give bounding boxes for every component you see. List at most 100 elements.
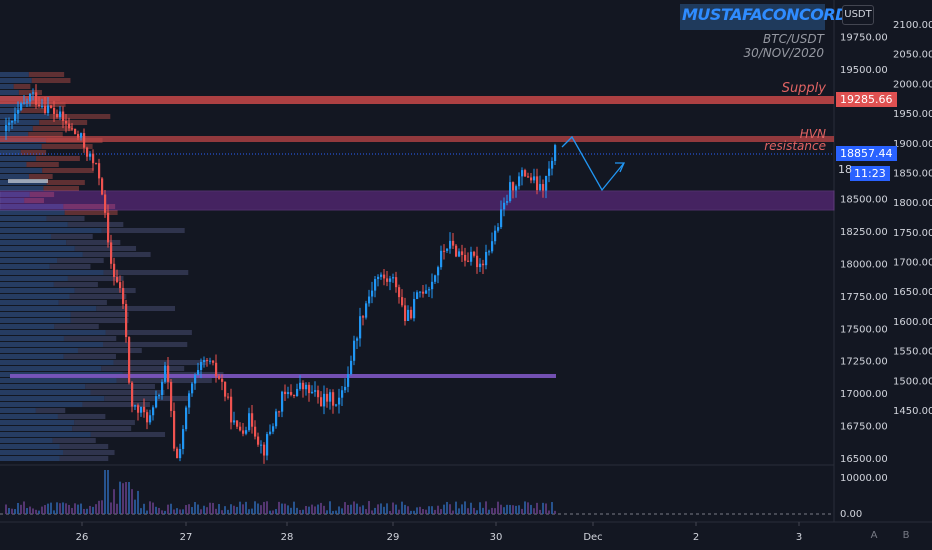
- volume-bar: [401, 501, 403, 514]
- candle-body: [248, 413, 251, 431]
- volume-bar: [311, 504, 313, 514]
- candle-body: [365, 303, 368, 318]
- supply-price-tag: 19285.66: [836, 92, 897, 107]
- candle-body: [287, 392, 290, 395]
- candle-body: [110, 242, 113, 264]
- candle-body: [452, 240, 455, 246]
- right-tick-label: 1600.00: [893, 317, 932, 328]
- volume-bar: [308, 506, 310, 514]
- candle-body: [152, 407, 155, 416]
- volume-bar: [218, 504, 220, 514]
- volume-bar: [425, 509, 427, 514]
- volume-bar: [242, 504, 244, 514]
- candle-body: [275, 411, 278, 427]
- profile-bar-sell: [31, 78, 71, 83]
- volume-bar: [23, 501, 25, 514]
- volume-bar: [458, 508, 460, 514]
- candle-body: [503, 202, 506, 210]
- volume-bar: [272, 510, 274, 514]
- volume-bar: [215, 508, 217, 514]
- candle-body: [281, 391, 284, 412]
- candle-body: [38, 104, 41, 107]
- time-axis: 26 27 28 29 30 Dec 2 3: [76, 522, 802, 543]
- candle-body: [17, 109, 20, 114]
- volume-bar: [476, 510, 478, 514]
- candle-body: [500, 209, 503, 228]
- right-tick-label: 2050.00: [893, 50, 932, 61]
- candle-body: [545, 175, 548, 191]
- volume-bar: [44, 505, 46, 514]
- right-tick-label: 1700.00: [893, 258, 932, 269]
- candle-body: [506, 201, 509, 203]
- candle-body: [416, 292, 419, 299]
- profile-bar-sell: [50, 234, 93, 239]
- volume-bar: [461, 504, 463, 514]
- volume-bar: [227, 509, 229, 514]
- profile-bar-sell: [105, 330, 192, 335]
- volume-bar: [338, 506, 340, 514]
- right-tick-label: 2100.00: [893, 20, 932, 31]
- candle-body: [554, 145, 557, 161]
- profile-bar-buy: [0, 408, 36, 413]
- candle-body: [458, 251, 461, 257]
- profile-bar-sell: [53, 282, 98, 287]
- right-tick-label: 1850.00: [893, 168, 932, 179]
- volume-bar: [239, 501, 241, 514]
- volume-bar: [86, 508, 88, 514]
- candle-body: [254, 426, 257, 437]
- volume-bar: [368, 501, 370, 514]
- volume-bar: [245, 501, 247, 514]
- candle-body: [335, 404, 338, 406]
- auto-scale-button[interactable]: A: [870, 530, 878, 541]
- profile-bar-sell: [62, 450, 115, 455]
- current-price-tag: 18857.44: [836, 146, 897, 161]
- candle-body: [410, 309, 413, 319]
- candle-body: [257, 436, 260, 445]
- profile-bar-buy: [0, 102, 30, 107]
- volume-bar: [542, 502, 544, 514]
- candle-body: [518, 176, 521, 187]
- volume-bar: [404, 504, 406, 514]
- candle-body: [362, 316, 365, 318]
- volume-bar: [377, 504, 379, 514]
- candle-body: [347, 374, 350, 387]
- volume-bar: [527, 502, 529, 514]
- candle-body: [527, 176, 530, 178]
- candle-body: [332, 392, 335, 406]
- volume-bar: [254, 501, 256, 514]
- volume-bar: [293, 501, 295, 514]
- volume-bar: [446, 501, 448, 514]
- volume-bar: [302, 509, 304, 514]
- candle-body: [251, 413, 254, 427]
- volume-bar: [20, 504, 22, 514]
- price-tick-label: 17250.00: [840, 357, 888, 368]
- price-tick-label: 16750.00: [840, 422, 888, 433]
- volume-bar: [74, 503, 76, 514]
- profile-bar-sell: [103, 270, 189, 275]
- volume-bar: [83, 508, 85, 514]
- volume-bar: [545, 503, 547, 514]
- volume-tick-label: 0.00: [840, 509, 862, 520]
- price-tick-label: 18500.00: [840, 195, 888, 206]
- volume-bar: [419, 506, 421, 514]
- volume-bar: [203, 505, 205, 514]
- volume-bar: [539, 509, 541, 514]
- candle-body: [176, 448, 179, 459]
- volume-bar: [257, 503, 259, 514]
- volume-bar: [80, 503, 82, 514]
- volume-bar: [149, 501, 151, 514]
- profile-bar-buy: [0, 420, 75, 425]
- volume-bar: [410, 510, 412, 514]
- volume-bar: [212, 502, 214, 514]
- candle-body: [260, 444, 263, 446]
- currency-button[interactable]: USDT: [842, 5, 874, 25]
- time-tick-label: 26: [76, 532, 89, 543]
- profile-bar-buy: [0, 234, 51, 239]
- profile-bar-buy: [0, 294, 70, 299]
- candle-body: [218, 376, 221, 379]
- log-scale-button[interactable]: B: [902, 530, 910, 541]
- volume-bar: [299, 509, 301, 514]
- profile-bar-buy: [0, 222, 68, 227]
- volume-bar: [143, 503, 145, 514]
